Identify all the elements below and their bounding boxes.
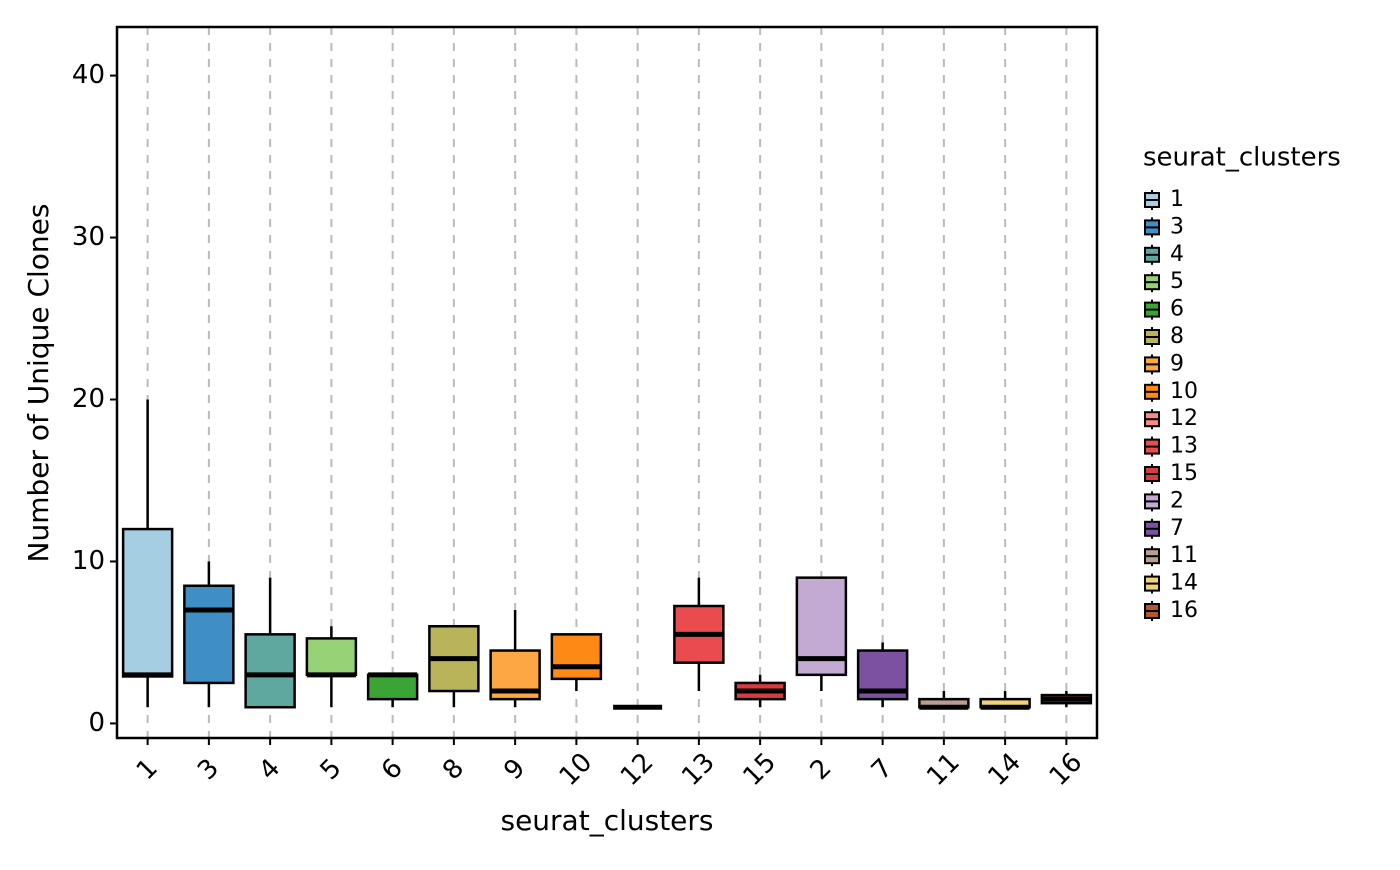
legend-label: 6 [1170,297,1184,322]
legend-title: seurat_clusters [1143,143,1341,173]
x-tick-label: 2 [805,753,838,786]
x-tick-label: 12 [615,747,660,792]
box [244,633,296,709]
box [305,637,358,677]
x-tick-label: 6 [376,753,409,786]
legend-label: 12 [1170,406,1198,431]
y-axis-title: Number of Unique Clones [22,204,55,563]
box [183,584,235,685]
x-axis-title: seurat_clusters [500,804,713,837]
x-tick-label: 13 [676,747,721,792]
x-tick-label: 7 [866,753,899,786]
x-tick-label: 9 [498,753,531,786]
x-tick-label: 14 [982,747,1027,792]
legend-label: 4 [1170,242,1184,267]
legend-label: 15 [1170,461,1198,486]
x-tick-label: 11 [921,747,966,792]
legend-label: 1 [1170,187,1184,212]
legend-label: 9 [1170,351,1184,376]
x-tick-label: 10 [554,747,599,792]
legend-label: 10 [1170,379,1198,404]
legend-label: 11 [1170,543,1198,568]
box [366,673,419,701]
x-tick-label: 15 [737,747,782,792]
box [121,527,174,678]
y-tick-label: 30 [72,222,105,252]
legend-label: 7 [1170,516,1184,541]
box [550,633,603,681]
y-tick-label: 10 [72,546,105,576]
plot-frame [115,25,1099,740]
x-tick-label: 3 [192,753,225,786]
x-tick-label: 16 [1044,747,1089,792]
x-tick-label: 1 [131,753,164,786]
legend-label: 13 [1170,434,1198,459]
y-tick-label: 20 [72,384,105,414]
x-tick-label: 8 [437,753,470,786]
legend-label: 3 [1170,214,1184,239]
y-tick-label: 40 [72,60,105,90]
legend-label: 14 [1170,571,1198,596]
legend-label: 8 [1170,324,1184,349]
legend-label: 5 [1170,269,1184,294]
legend-label: 2 [1170,488,1184,513]
legend-label: 16 [1170,598,1198,623]
x-tick-label: 4 [253,753,286,786]
y-tick-label: 0 [88,708,105,738]
x-tick-label: 5 [315,753,348,786]
